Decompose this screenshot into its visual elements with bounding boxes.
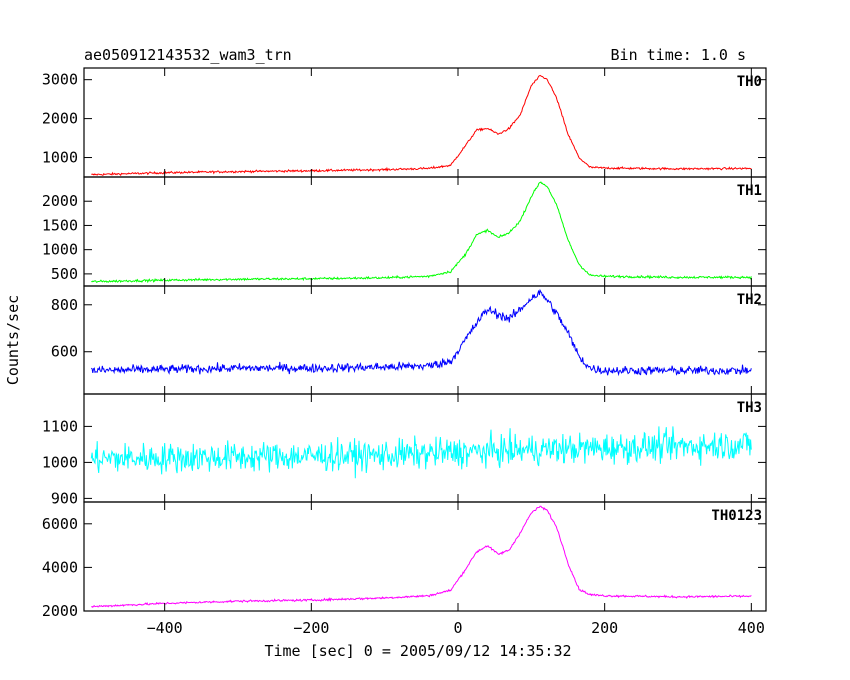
- y-tick-label: 1000: [42, 241, 78, 259]
- x-axis-label: Time [sec] 0 = 2005/09/12 14:35:32: [264, 642, 571, 660]
- series-th1: [91, 181, 752, 284]
- panel-label-th0123: TH0123: [711, 508, 762, 524]
- y-tick-label: 2000: [42, 110, 78, 128]
- panel-frame: [83, 285, 767, 395]
- y-tick-label: 1500: [42, 216, 78, 234]
- series-th0123: [91, 505, 752, 608]
- panel-label-th2: TH2: [737, 292, 762, 308]
- y-tick-label: 2000: [42, 192, 78, 210]
- panel-label-th0: TH0: [737, 74, 762, 90]
- panel-th2: 600 800 TH2: [51, 285, 767, 395]
- series-th0: [91, 74, 752, 177]
- panel-frame: [83, 67, 767, 178]
- series-th2: [90, 288, 752, 377]
- y-tick-label: 2000: [42, 602, 78, 620]
- y-tick-label: 1000: [42, 149, 78, 167]
- chart-title: ae050912143532_wam3_trn: [84, 46, 292, 64]
- panel-label-th1: TH1: [737, 183, 762, 199]
- y-tick-label: 500: [51, 265, 78, 283]
- panel-th1: 500 1000 1500 2000 TH1: [42, 176, 767, 287]
- x-tick-label: 400: [738, 619, 765, 637]
- panel-th0: 1000 2000 3000 TH0: [42, 67, 767, 178]
- y-tick-label: 600: [51, 343, 78, 361]
- x-tick-label: −400: [147, 619, 183, 637]
- y-tick-label: 3000: [42, 71, 78, 89]
- panel-th3: 900 1000 1100 TH3: [42, 393, 767, 507]
- series-th3: [90, 426, 752, 479]
- panel-frame: [83, 501, 767, 612]
- y-axis-label: Counts/sec: [4, 295, 22, 385]
- y-tick-label: 800: [51, 296, 78, 314]
- y-tick-label: 4000: [42, 558, 78, 576]
- panel-label-th3: TH3: [737, 400, 762, 416]
- y-tick-label: 1100: [42, 417, 78, 435]
- y-tick-label: 6000: [42, 515, 78, 533]
- y-tick-label: 900: [51, 489, 78, 507]
- x-tick-label: −200: [293, 619, 329, 637]
- chart-subtitle: Bin time: 1.0 s: [611, 46, 746, 64]
- panel-frame: [83, 176, 767, 287]
- x-tick-label: 200: [591, 619, 618, 637]
- y-tick-label: 1000: [42, 453, 78, 471]
- panel-th0123: 2000 4000 6000 TH0123: [42, 501, 767, 620]
- x-tick-label: 0: [453, 619, 462, 637]
